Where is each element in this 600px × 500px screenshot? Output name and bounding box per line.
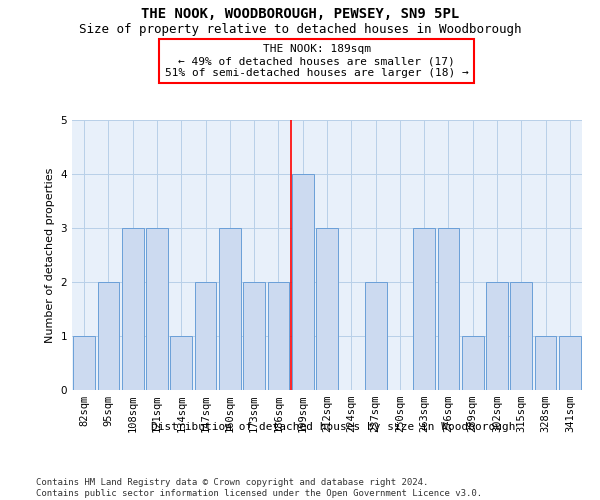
Bar <box>243 282 265 390</box>
Bar <box>194 282 217 390</box>
Text: THE NOOK: 189sqm
← 49% of detached houses are smaller (17)
51% of semi-detached : THE NOOK: 189sqm ← 49% of detached house… <box>165 44 469 78</box>
Bar <box>268 282 289 390</box>
Bar <box>413 228 435 390</box>
Bar <box>365 282 386 390</box>
Bar <box>316 228 338 390</box>
Bar <box>437 228 460 390</box>
Bar <box>219 228 241 390</box>
Text: Distribution of detached houses by size in Woodborough: Distribution of detached houses by size … <box>151 422 515 432</box>
Text: Contains HM Land Registry data © Crown copyright and database right 2024.
Contai: Contains HM Land Registry data © Crown c… <box>36 478 482 498</box>
Bar <box>486 282 508 390</box>
Y-axis label: Number of detached properties: Number of detached properties <box>45 168 55 342</box>
Bar <box>170 336 192 390</box>
Bar <box>292 174 314 390</box>
Bar <box>97 282 119 390</box>
Bar <box>535 336 556 390</box>
Bar <box>73 336 95 390</box>
Bar <box>462 336 484 390</box>
Bar <box>559 336 581 390</box>
Text: Size of property relative to detached houses in Woodborough: Size of property relative to detached ho… <box>79 22 521 36</box>
Bar <box>122 228 143 390</box>
Bar <box>511 282 532 390</box>
Bar <box>146 228 168 390</box>
Text: THE NOOK, WOODBOROUGH, PEWSEY, SN9 5PL: THE NOOK, WOODBOROUGH, PEWSEY, SN9 5PL <box>141 8 459 22</box>
